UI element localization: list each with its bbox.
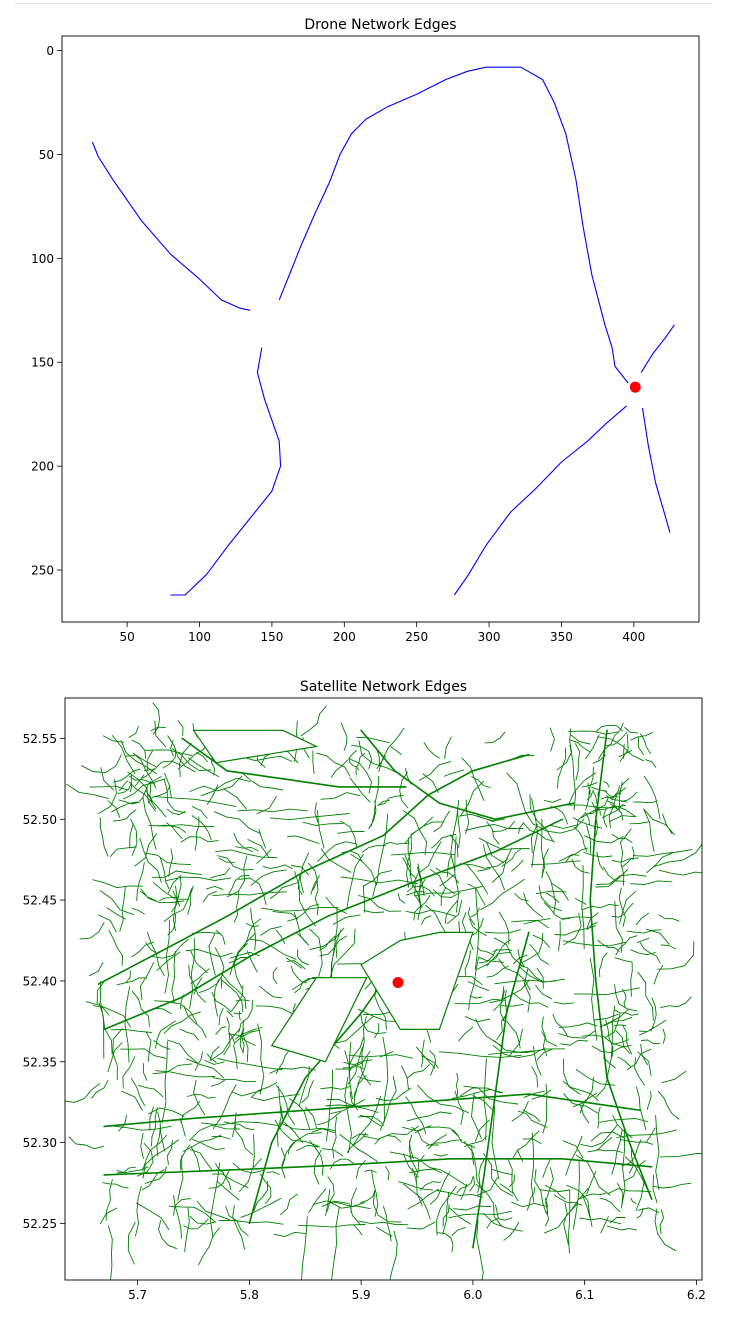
- drone-edge-5: [640, 324, 675, 373]
- drone-x-tick-label: 150: [260, 630, 283, 644]
- drone-y-tick-label: 250: [31, 564, 54, 578]
- drone-plot-frame: [61, 35, 700, 623]
- top-divider: [14, 3, 712, 4]
- drone-x-tick-label: 100: [188, 630, 211, 644]
- drone-y-tick-label: 100: [31, 252, 54, 266]
- satellite-major-road-6: [248, 947, 407, 1225]
- drone-location-marker: [629, 381, 641, 393]
- drone-x-tick-label: 50: [120, 630, 135, 644]
- drone-chart-panel: Drone Network Edges 50 100 150 200 250 300 350 4…: [0, 0, 732, 662]
- drone-y-tick-label: 200: [31, 460, 54, 474]
- drone-plot-area: [91, 66, 675, 596]
- satellite-road-network: [65, 702, 702, 1280]
- drone-y-tick-label: 50: [39, 148, 54, 162]
- sat-y-tick-label: 52.50: [23, 813, 57, 827]
- satellite-minor-roads: [65, 702, 702, 1280]
- sat-y-tick-label: 52.40: [23, 974, 57, 988]
- satellite-location-marker: [392, 977, 404, 989]
- sat-y-tick-label: 52.25: [23, 1217, 57, 1231]
- sat-y-tick-label: 52.35: [23, 1055, 57, 1069]
- sat-x-tick-label: 5.8: [240, 1288, 259, 1302]
- drone-x-tick-label: 350: [550, 630, 573, 644]
- drone-edge-1: [91, 141, 251, 311]
- satellite-major-road-5: [589, 729, 653, 1200]
- satellite-major-road-4: [181, 737, 407, 788]
- satellite-open-area-1: [360, 931, 474, 1030]
- drone-y-tick-label: 150: [31, 356, 54, 370]
- satellite-major-road-8: [103, 1093, 642, 1128]
- satellite-chart-panel: Satellite Network Edges 5.7 5.8 5.9 6.0 6.1 6.…: [0, 662, 732, 1334]
- satellite-open-area-2: [270, 977, 368, 1063]
- sat-y-tick-label: 52.30: [23, 1136, 57, 1150]
- drone-chart-title: Drone Network Edges: [304, 17, 456, 33]
- drone-y-tick-label: 0: [46, 44, 54, 58]
- drone-x-tick-label: 400: [622, 630, 645, 644]
- drone-x-tick-label: 250: [405, 630, 428, 644]
- satellite-open-area-3: [192, 729, 319, 764]
- sat-y-tick-label: 52.55: [23, 732, 57, 746]
- drone-edge-4: [453, 405, 627, 596]
- satellite-major-road-9: [103, 1158, 653, 1176]
- drone-x-tick-label: 300: [478, 630, 501, 644]
- sat-y-tick-label: 52.45: [23, 894, 57, 908]
- drone-x-tick-label: 200: [333, 630, 356, 644]
- sat-x-tick-label: 5.7: [128, 1288, 147, 1302]
- sat-x-tick-label: 6.0: [463, 1288, 482, 1302]
- satellite-major-road-1: [97, 753, 530, 985]
- sat-x-tick-label: 6.1: [575, 1288, 594, 1302]
- drone-edge-3: [170, 347, 282, 596]
- sat-x-tick-label: 6.2: [687, 1288, 706, 1302]
- sat-plot-area: [65, 702, 702, 1280]
- satellite-major-road-3: [360, 729, 575, 821]
- drone-network-chart: Drone Network Edges 50 100 150 200 250 300 350 4…: [31, 17, 700, 644]
- satellite-major-road-2: [103, 818, 564, 1031]
- sat-plot-frame: [64, 697, 703, 1281]
- satellite-network-chart: Satellite Network Edges 5.7 5.8 5.9 6.0 6.1 6.…: [23, 679, 706, 1302]
- drone-edge-2: [278, 66, 629, 384]
- drone-edge-6: [641, 407, 671, 533]
- sat-x-tick-label: 5.9: [352, 1288, 371, 1302]
- sat-chart-title: Satellite Network Edges: [300, 679, 467, 695]
- satellite-major-road-7: [472, 931, 530, 1249]
